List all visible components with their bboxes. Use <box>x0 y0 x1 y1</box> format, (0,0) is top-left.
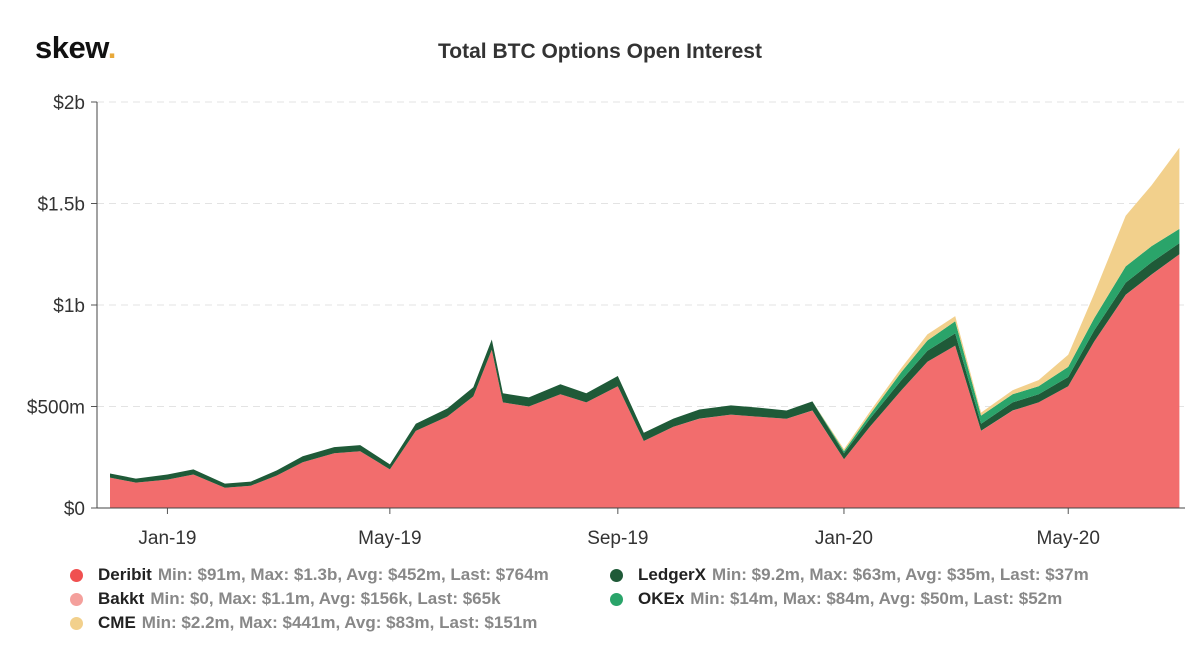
legend-marker <box>70 568 83 582</box>
legend-item-deribit[interactable]: Deribit Min: $91m, Max: $1.3b, Avg: $452m… <box>70 565 549 585</box>
legend-stats: Min: $91m, Max: $1.3b, Avg: $452m, Last:… <box>157 565 549 584</box>
area-deribit <box>110 254 1180 508</box>
legend-stats: Min: $0, Max: $1.1m, Avg: $156k, Last: $… <box>150 589 501 608</box>
legend-name: Bakkt <box>98 589 145 608</box>
chart-areas <box>110 147 1180 508</box>
legend-stats: Min: $9.2m, Max: $63m, Avg: $35m, Last: … <box>712 565 1089 584</box>
x-tick-label: Sep-19 <box>587 528 648 549</box>
x-tick-label: May-20 <box>1037 528 1100 549</box>
skew-logo: skew. <box>35 30 116 66</box>
x-tick-label: Jan-19 <box>138 528 196 549</box>
y-tick-label: $500m <box>27 398 85 419</box>
x-tick-label: Jan-20 <box>815 528 873 549</box>
x-tick-label: May-19 <box>358 528 421 549</box>
legend-item-okex[interactable]: OKEx Min: $14m, Max: $84m, Avg: $50m, Las… <box>610 589 1062 609</box>
legend-marker <box>610 592 623 606</box>
area-ledgerx <box>110 243 1180 488</box>
y-tick-label: $1b <box>53 296 85 317</box>
y-tick-label: $2b <box>53 93 85 114</box>
y-tick-label: $0 <box>64 499 85 520</box>
legend-item-cme[interactable]: CME Min: $2.2m, Max: $441m, Avg: $83m, La… <box>70 613 537 633</box>
legend-name: OKEx <box>638 589 685 608</box>
chart-title: Total BTC Options Open Interest <box>438 40 762 63</box>
legend-item-ledgerx[interactable]: LedgerX Min: $9.2m, Max: $63m, Avg: $35m,… <box>610 565 1089 585</box>
chart-axes: $0 $500m $1b $1.5b $2b Jan-19 May-19 Sep-19 Jan-… <box>27 93 1185 549</box>
legend-stats: Min: $14m, Max: $84m, Avg: $50m, Last: $… <box>690 589 1063 608</box>
logo-text: skew <box>35 30 108 65</box>
legend-marker <box>70 592 83 606</box>
legend-item-bakkt[interactable]: Bakkt Min: $0, Max: $1.1m, Avg: $156k, La… <box>70 589 501 609</box>
legend-name: LedgerX <box>638 565 707 584</box>
grid-lines <box>97 101 1185 407</box>
logo-dot: . <box>107 30 117 65</box>
legend-marker <box>70 616 83 630</box>
legend-marker <box>610 568 623 582</box>
legend-stats: Min: $2.2m, Max: $441m, Avg: $83m, Last:… <box>141 613 538 632</box>
y-tick-label: $1.5b <box>37 195 85 216</box>
legend-name: CME <box>98 613 136 632</box>
legend-name: Deribit <box>98 565 152 584</box>
